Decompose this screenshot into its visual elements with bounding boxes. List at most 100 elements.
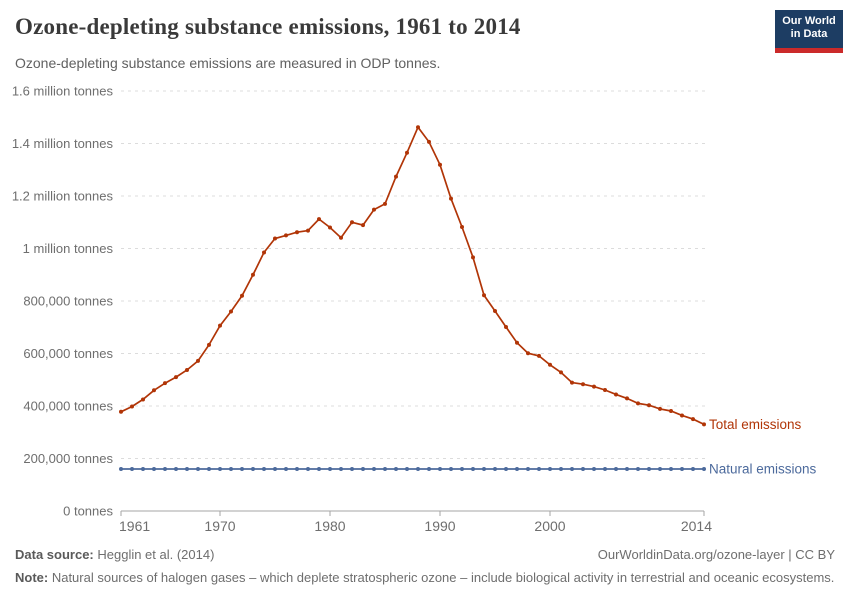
data-point[interactable] (680, 467, 684, 471)
data-point[interactable] (570, 380, 574, 385)
data-point[interactable] (383, 467, 387, 471)
data-point[interactable] (295, 467, 299, 471)
data-point[interactable] (130, 404, 134, 409)
series-label-natural-emissions[interactable]: Natural emissions (709, 462, 817, 477)
data-point[interactable] (669, 408, 673, 413)
data-point[interactable] (702, 422, 706, 427)
data-point[interactable] (427, 467, 431, 471)
data-point[interactable] (328, 225, 332, 230)
data-point[interactable] (339, 235, 343, 240)
data-point[interactable] (515, 340, 519, 345)
data-point[interactable] (394, 467, 398, 471)
data-point[interactable] (625, 396, 629, 401)
owid-link[interactable]: OurWorldinData.org/ozone-layer | CC BY (597, 547, 835, 562)
data-point[interactable] (284, 233, 288, 238)
data-point[interactable] (493, 467, 497, 471)
data-point[interactable] (218, 467, 222, 471)
data-point[interactable] (537, 467, 541, 471)
data-point[interactable] (548, 362, 552, 367)
data-point[interactable] (559, 370, 563, 375)
data-point[interactable] (526, 467, 530, 471)
data-point[interactable] (559, 467, 563, 471)
data-point[interactable] (570, 467, 574, 471)
data-point[interactable] (273, 467, 277, 471)
data-point[interactable] (636, 467, 640, 471)
data-point[interactable] (691, 467, 695, 471)
data-point[interactable] (603, 387, 607, 392)
data-point[interactable] (438, 467, 442, 471)
owid-logo[interactable]: Our World in Data (775, 10, 843, 53)
data-point[interactable] (471, 255, 475, 260)
data-point[interactable] (262, 467, 266, 471)
data-point[interactable] (592, 384, 596, 389)
data-point[interactable] (163, 467, 167, 471)
data-point[interactable] (625, 467, 629, 471)
data-point[interactable] (240, 293, 244, 298)
data-point[interactable] (383, 201, 387, 206)
data-point[interactable] (174, 467, 178, 471)
data-point[interactable] (361, 467, 365, 471)
data-point[interactable] (130, 467, 134, 471)
data-point[interactable] (405, 150, 409, 155)
data-point[interactable] (207, 342, 211, 347)
data-point[interactable] (295, 230, 299, 235)
data-point[interactable] (526, 351, 530, 356)
data-point[interactable] (284, 467, 288, 471)
data-point[interactable] (174, 375, 178, 380)
data-point[interactable] (504, 467, 508, 471)
data-point[interactable] (207, 467, 211, 471)
data-point[interactable] (680, 413, 684, 418)
data-point[interactable] (185, 368, 189, 373)
data-point[interactable] (647, 403, 651, 408)
data-point[interactable] (229, 467, 233, 471)
data-point[interactable] (119, 409, 123, 414)
data-point[interactable] (317, 217, 321, 222)
series-label-total-emissions[interactable]: Total emissions (709, 417, 802, 432)
data-point[interactable] (658, 406, 662, 411)
data-point[interactable] (614, 467, 618, 471)
data-point[interactable] (262, 250, 266, 255)
data-point[interactable] (482, 293, 486, 298)
data-point[interactable] (196, 358, 200, 363)
data-point[interactable] (603, 467, 607, 471)
data-point[interactable] (471, 467, 475, 471)
data-point[interactable] (427, 139, 431, 144)
data-point[interactable] (350, 220, 354, 225)
data-point[interactable] (449, 467, 453, 471)
data-point[interactable] (691, 417, 695, 422)
data-point[interactable] (328, 467, 332, 471)
data-point[interactable] (515, 467, 519, 471)
data-point[interactable] (306, 467, 310, 471)
data-point[interactable] (669, 467, 673, 471)
data-point[interactable] (592, 467, 596, 471)
data-point[interactable] (416, 125, 420, 130)
data-point[interactable] (636, 401, 640, 406)
data-point[interactable] (394, 174, 398, 179)
data-point[interactable] (581, 467, 585, 471)
data-point[interactable] (152, 467, 156, 471)
data-point[interactable] (504, 324, 508, 329)
data-point[interactable] (372, 467, 376, 471)
data-point[interactable] (548, 467, 552, 471)
data-point[interactable] (141, 467, 145, 471)
data-point[interactable] (251, 467, 255, 471)
data-point[interactable] (647, 467, 651, 471)
data-point[interactable] (141, 397, 145, 402)
data-point[interactable] (537, 353, 541, 358)
data-point[interactable] (460, 467, 464, 471)
data-point[interactable] (614, 392, 618, 397)
data-point[interactable] (482, 467, 486, 471)
data-point[interactable] (416, 467, 420, 471)
data-point[interactable] (449, 196, 453, 201)
data-point[interactable] (119, 467, 123, 471)
data-point[interactable] (163, 381, 167, 386)
data-point[interactable] (350, 467, 354, 471)
data-point[interactable] (702, 467, 706, 471)
data-point[interactable] (339, 467, 343, 471)
data-point[interactable] (658, 467, 662, 471)
data-point[interactable] (306, 228, 310, 233)
data-point[interactable] (581, 382, 585, 387)
data-point[interactable] (438, 162, 442, 167)
data-point[interactable] (185, 467, 189, 471)
data-point[interactable] (273, 236, 277, 241)
